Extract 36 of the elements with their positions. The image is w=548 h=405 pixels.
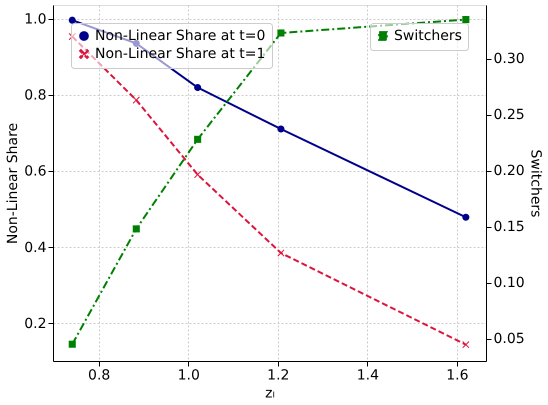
point	[277, 125, 284, 133]
x-tick-label: 0.8	[88, 368, 110, 384]
point	[194, 171, 202, 178]
point	[462, 341, 470, 348]
y-tick-label: 1.0	[24, 12, 46, 28]
y2-tick-label: 0.10	[494, 275, 525, 292]
y2-axis-title: Switchers	[528, 150, 544, 218]
point	[68, 340, 76, 348]
point	[68, 16, 76, 24]
y2-tick-label: 0.05	[494, 331, 525, 348]
x-tick-label: 1.6	[446, 368, 469, 384]
point	[277, 249, 284, 257]
point	[194, 136, 202, 143]
x-tick-label: 1.2	[267, 368, 290, 384]
point	[462, 16, 470, 24]
y-tick-label: 0.6	[24, 164, 47, 180]
y2-tick-label: 0.30	[494, 51, 525, 68]
y-tick-label: 0.8	[24, 88, 46, 104]
point	[68, 33, 76, 40]
point	[194, 84, 202, 92]
legend-label: Non-Linear Share at t=1	[95, 46, 266, 62]
y2-tick-label: 0.20	[494, 163, 525, 180]
point	[132, 225, 140, 232]
y-axis-title: Non-Linear Share	[5, 122, 22, 244]
y-tick-label: 0.2	[24, 316, 46, 332]
y-tick-label: 0.4	[24, 240, 47, 256]
x-axis-title: zₗ	[265, 386, 275, 402]
point	[462, 214, 470, 221]
legend-label: Non-Linear Share at t=0	[95, 28, 266, 44]
x-tick-label: 1.0	[178, 368, 200, 384]
point	[132, 96, 140, 104]
x-tick-label: 1.4	[356, 368, 380, 384]
point	[277, 29, 284, 37]
y2-tick-label: 0.25	[494, 107, 525, 124]
y2-tick-label: 0.15	[494, 219, 525, 236]
legend-label: Switchers	[394, 28, 462, 44]
